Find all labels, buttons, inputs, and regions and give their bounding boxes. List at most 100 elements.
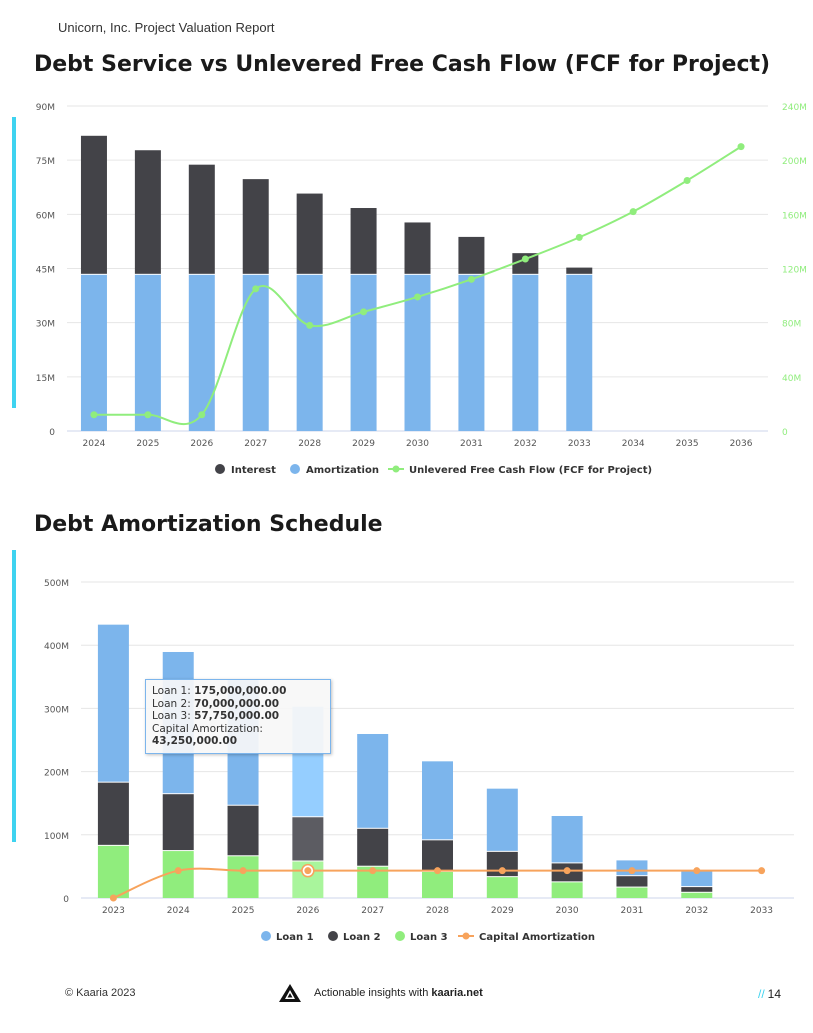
report-header: Unicorn, Inc. Project Valuation Report — [58, 20, 275, 35]
x-tick-label: 2024 — [167, 906, 190, 916]
interest-bar — [242, 179, 269, 274]
y2-tick-label: 120M — [782, 266, 807, 276]
capital-point — [563, 867, 571, 875]
loan1-bar — [422, 761, 453, 840]
chart2-title: Debt Amortization Schedule — [34, 512, 383, 537]
legend-loan1-label: Loan 1 — [276, 932, 314, 943]
x-tick-label: 2028 — [426, 906, 449, 916]
legend-amortization-label: Amortization — [306, 465, 379, 476]
interest-bar — [566, 267, 593, 274]
footer-copyright: © Kaaria 2023 — [65, 987, 136, 999]
amortization-schedule-chart: 0 100M 200M 300M 400M 500M 2023 2024 2025 2026 202… — [44, 579, 794, 943]
y-tick-label: 400M — [44, 642, 69, 652]
capital-point — [693, 867, 701, 875]
y2-tick-label: 240M — [782, 103, 807, 113]
legend-loan1-icon — [261, 931, 271, 941]
y-tick-label: 200M — [44, 769, 69, 779]
chart2-accent-bar — [12, 550, 16, 842]
fcf-point — [737, 143, 745, 151]
capital-point — [369, 867, 377, 875]
capital-point — [239, 867, 247, 875]
interest-bar — [296, 193, 323, 274]
y-tick-label: 30M — [36, 320, 55, 330]
legend-capital-icon-dot — [462, 932, 470, 940]
y-tick-label: 0 — [63, 895, 69, 905]
amortization-bar — [566, 274, 593, 431]
x-tick-label: 2035 — [676, 439, 699, 449]
loan3-bar — [422, 871, 453, 898]
footer-tagline: Actionable insights with kaaria.net — [278, 983, 483, 1003]
loan2-bar — [292, 817, 324, 861]
fcf-point — [306, 321, 314, 329]
legend-fcf-label: Unlevered Free Cash Flow (FCF for Projec… — [409, 465, 652, 476]
y-tick-label: 90M — [36, 103, 55, 113]
capital-point — [304, 867, 312, 875]
loan2-bar — [681, 887, 713, 892]
loan2-bar — [422, 840, 453, 871]
fcf-point — [521, 255, 529, 263]
loan1-bar — [681, 871, 713, 887]
x-tick-label: 2032 — [514, 439, 537, 449]
x-tick-label: 2036 — [730, 439, 753, 449]
capital-point — [498, 867, 506, 875]
capital-point — [628, 867, 636, 875]
interest-bar — [350, 208, 377, 274]
loan2-bar — [97, 782, 129, 845]
fcf-point — [629, 208, 637, 216]
y2-tick-label: 0 — [782, 428, 788, 438]
interest-bar — [512, 253, 539, 274]
legend-capital-label: Capital Amortization — [479, 932, 595, 943]
y-tick-label: 0 — [49, 428, 55, 438]
x-tick-label: 2028 — [298, 439, 321, 449]
interest-bar — [458, 236, 485, 274]
capital-point — [758, 867, 766, 875]
loan2-bar — [227, 805, 259, 856]
loan3-bar — [681, 892, 713, 898]
fcf-point — [467, 275, 475, 283]
footer-site-link[interactable]: kaaria.net — [431, 987, 483, 999]
loan1-bar — [551, 815, 583, 863]
legend-amortization-icon — [290, 464, 300, 474]
x-tick-label: 2033 — [750, 906, 773, 916]
x-tick-label: 2030 — [406, 439, 429, 449]
x-tick-label: 2032 — [685, 906, 708, 916]
loan1-bar — [486, 788, 518, 851]
amortization-bar — [296, 274, 323, 431]
loan3-bar — [97, 845, 129, 898]
loan2-bar — [616, 876, 648, 887]
y-tick-label: 300M — [44, 705, 69, 715]
fcf-point — [360, 308, 368, 316]
interest-bar — [80, 135, 107, 274]
x-tick-label: 2025 — [232, 906, 255, 916]
legend-interest-label: Interest — [231, 465, 276, 476]
fcf-point — [683, 176, 691, 184]
interest-bar — [404, 222, 431, 274]
x-tick-label: 2027 — [361, 906, 384, 916]
y-tick-label: 100M — [44, 832, 69, 842]
chart1-accent-bar — [12, 117, 16, 408]
amortization-bar — [134, 274, 161, 431]
x-tick-label: 2029 — [352, 439, 375, 449]
amortization-bar — [458, 274, 485, 431]
fcf-point — [144, 411, 152, 419]
x-tick-label: 2031 — [621, 906, 644, 916]
x-tick-label: 2029 — [491, 906, 514, 916]
x-tick-label: 2024 — [83, 439, 106, 449]
fcf-point — [198, 411, 206, 419]
tooltip-row-loan3: Loan 3: 57,750,000.00 — [152, 710, 280, 722]
y-tick-label: 60M — [36, 211, 55, 221]
x-tick-label: 2031 — [460, 439, 483, 449]
page-number: //14 — [758, 987, 782, 1001]
x-tick-label: 2023 — [102, 906, 125, 916]
kaaria-logo-icon — [279, 984, 301, 1002]
y2-tick-label: 80M — [782, 320, 801, 330]
fcf-point — [575, 233, 583, 241]
y-tick-label: 75M — [36, 157, 55, 167]
capital-point — [174, 867, 182, 875]
y2-tick-label: 200M — [782, 157, 807, 167]
fcf-point — [90, 411, 98, 419]
y-tick-label: 15M — [36, 374, 55, 384]
tooltip-row-loan1: Loan 1: 175,000,000.00 — [152, 685, 287, 697]
capital-point — [109, 894, 117, 902]
loan1-bar — [357, 733, 389, 828]
